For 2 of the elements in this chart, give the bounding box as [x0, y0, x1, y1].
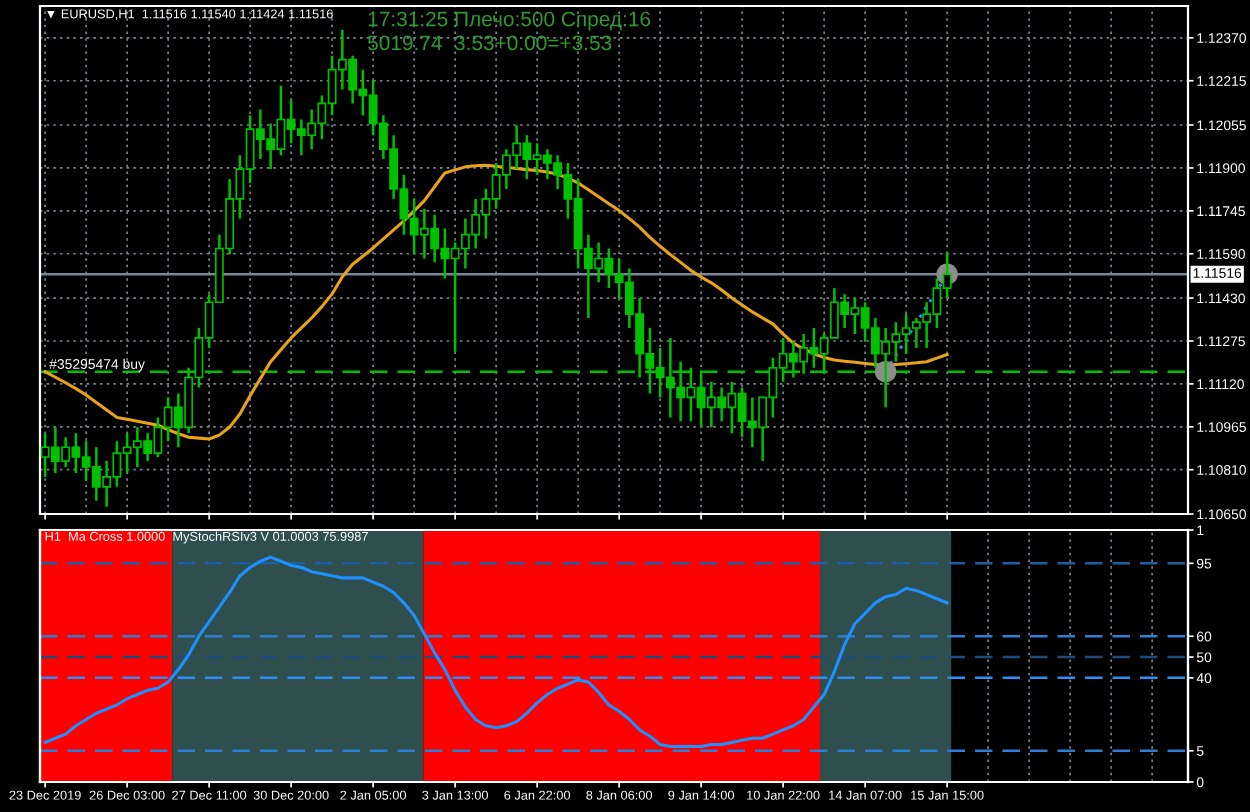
annotation: 5019.74 3.53+0.00=+3.53: [368, 35, 612, 51]
annotation: 17:31:25 Плечо:500 Спред:16: [368, 11, 651, 31]
